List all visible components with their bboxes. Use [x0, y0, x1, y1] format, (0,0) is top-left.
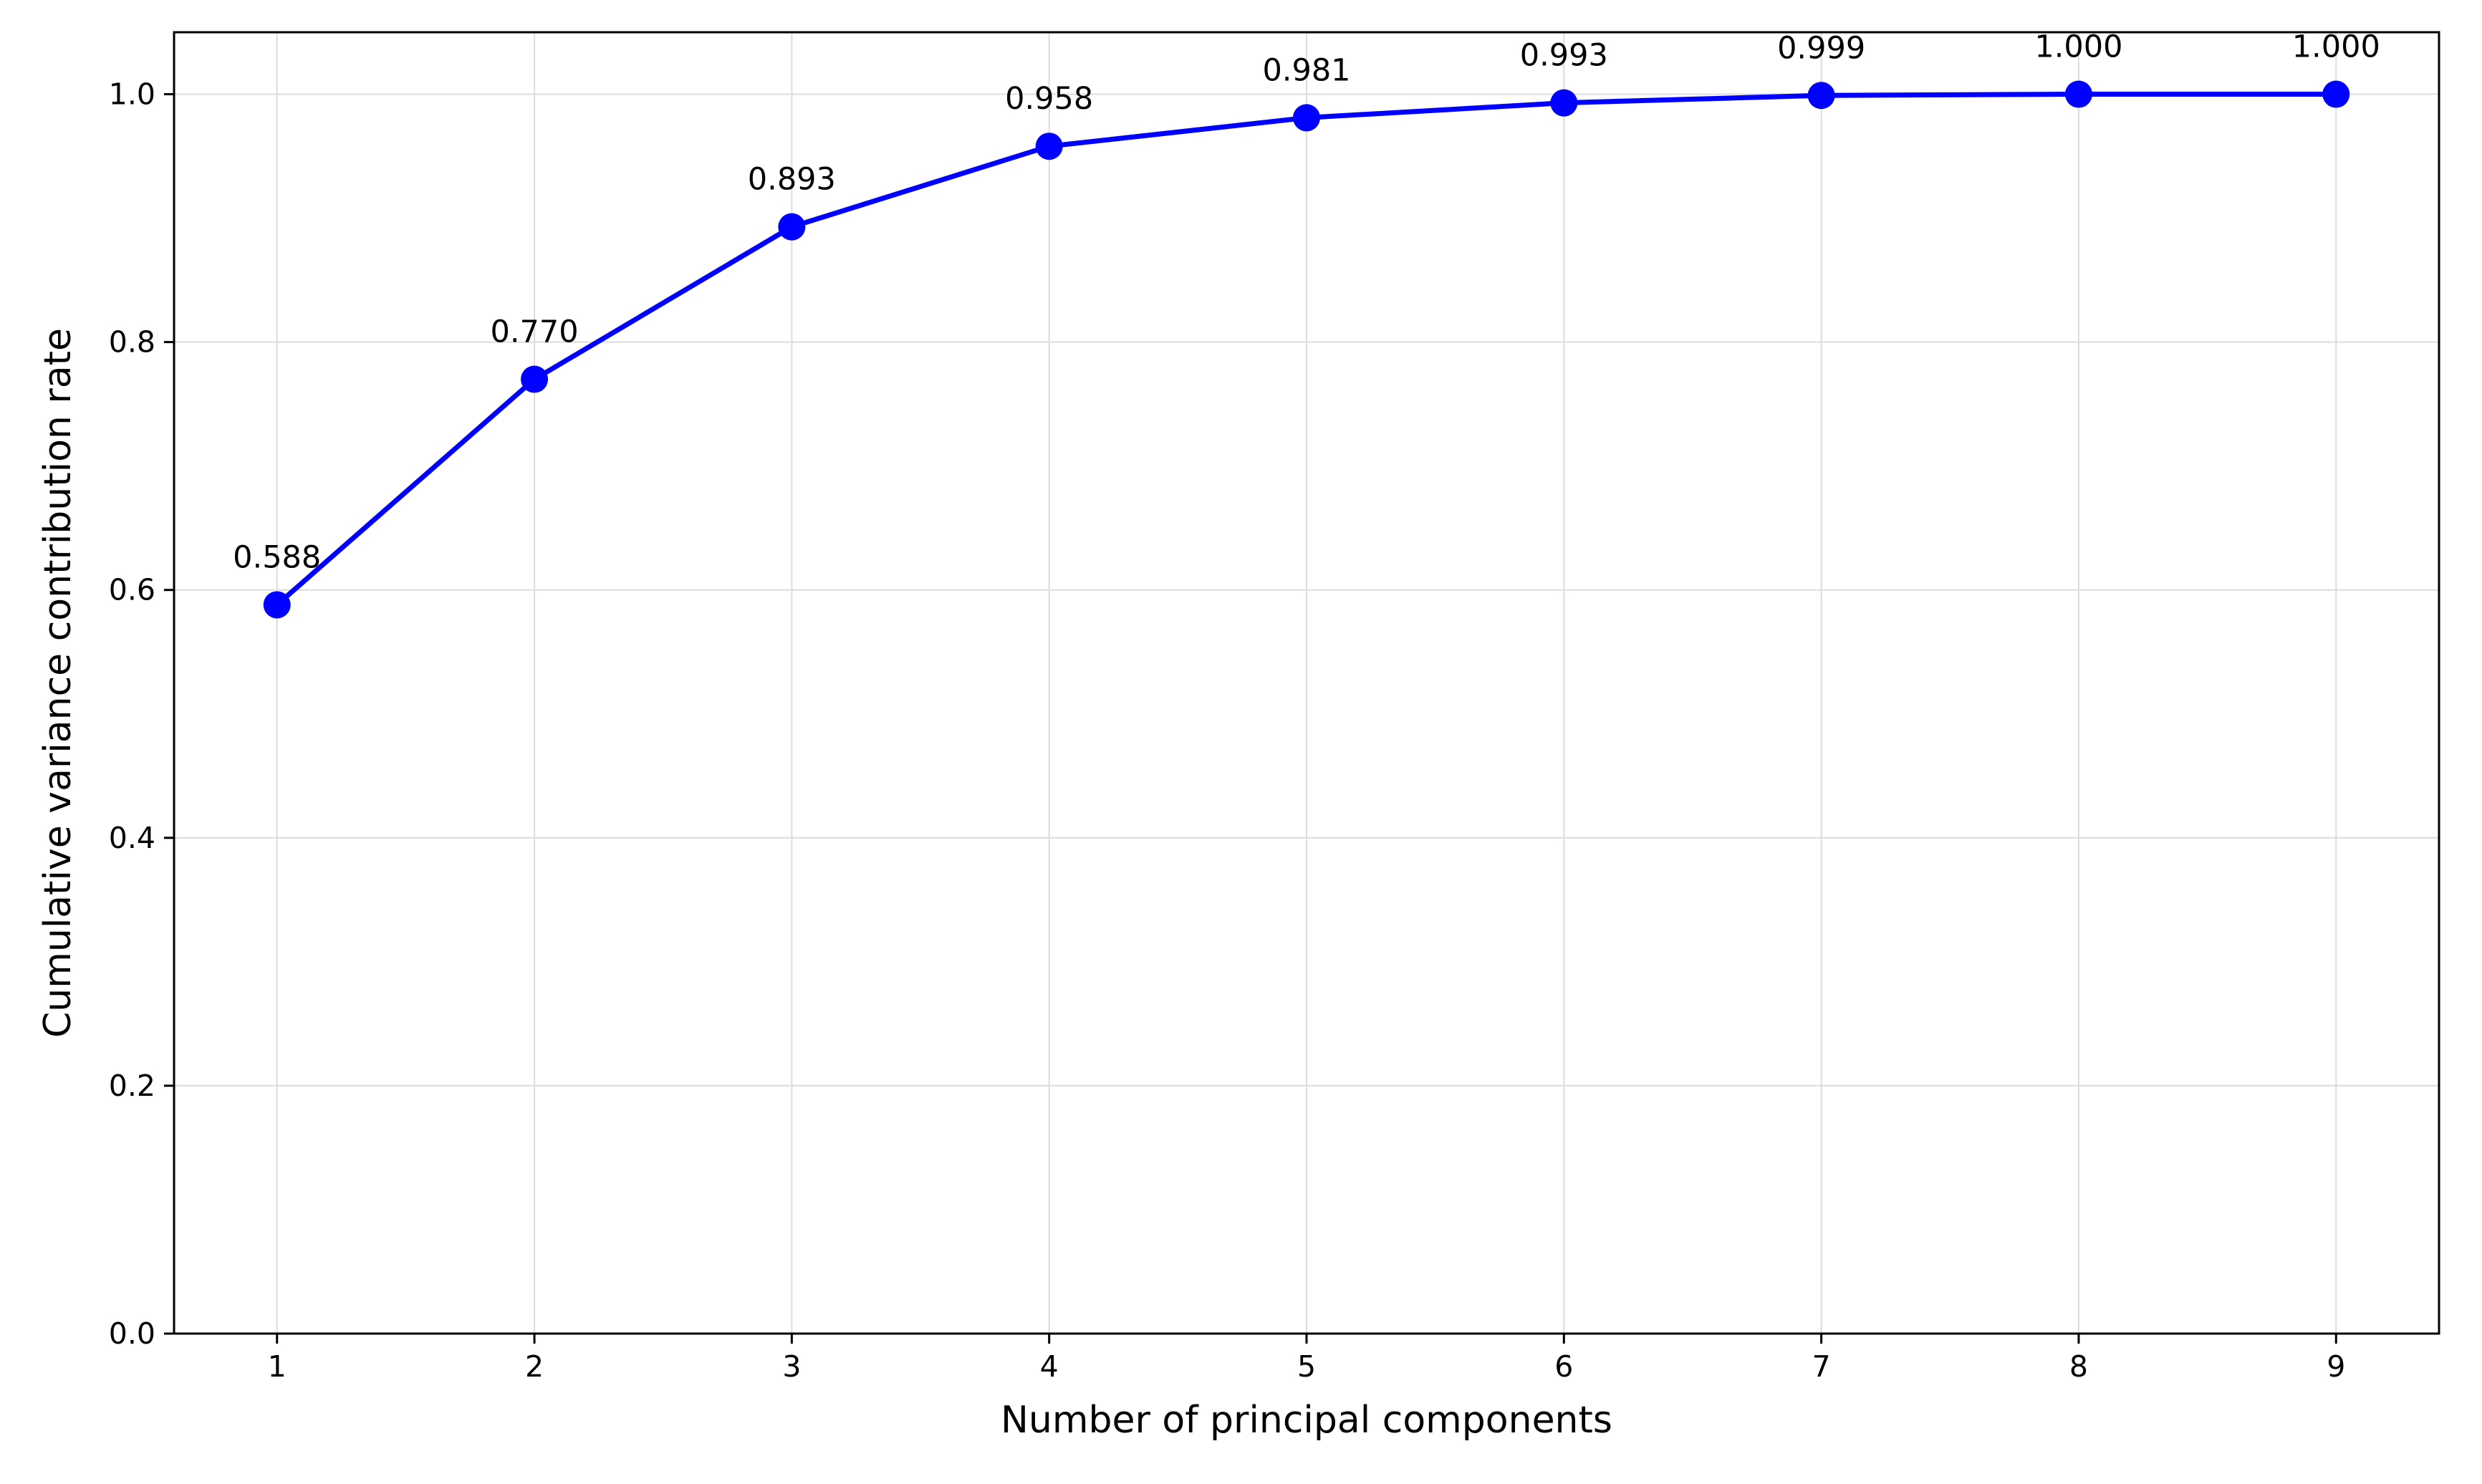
data-point: [263, 591, 291, 619]
x-tick-label: 3: [782, 1349, 801, 1384]
x-tick-label: 7: [1812, 1349, 1831, 1384]
y-tick-label: 0.6: [109, 573, 155, 607]
x-tick-label: 1: [268, 1349, 287, 1384]
data-point: [2064, 80, 2092, 108]
x-tick-label: 2: [525, 1349, 544, 1384]
data-label: 0.981: [1262, 52, 1350, 88]
y-tick-label: 0.0: [109, 1316, 155, 1351]
plot-area-frame: [173, 31, 2440, 1335]
data-label: 0.999: [1777, 30, 1865, 66]
y-tick-label: 1.0: [109, 77, 155, 112]
data-point: [521, 365, 549, 393]
data-point: [1293, 104, 1320, 132]
data-label: 0.993: [1520, 38, 1608, 74]
data-label: 0.588: [233, 539, 321, 575]
x-tick-label: 8: [2069, 1349, 2088, 1384]
y-tick-label: 0.8: [109, 325, 155, 360]
data-point: [778, 213, 806, 241]
x-tick-label: 9: [2327, 1349, 2345, 1384]
data-label: 0.958: [1005, 81, 1093, 117]
data-point: [1035, 132, 1063, 160]
x-tick-label: 5: [1297, 1349, 1316, 1384]
x-axis-title: Number of principal components: [1001, 1399, 1612, 1442]
data-label: 0.893: [748, 162, 836, 198]
data-point: [1807, 82, 1835, 110]
y-axis-title: Cumulative variance contribution rate: [37, 328, 80, 1038]
x-tick-label: 4: [1040, 1349, 1059, 1384]
axis-ticks: 1 2 3 4 5 6 7 8 9 0.0 0.2 0.4 0.6 0.8 1.0: [109, 77, 2346, 1384]
y-tick-label: 0.2: [109, 1069, 155, 1103]
data-label: 1.000: [2292, 29, 2380, 65]
data-label: 0.770: [490, 314, 578, 350]
y-tick-label: 0.4: [109, 821, 155, 855]
data-point: [2322, 80, 2350, 108]
data-labels: 0.588 0.770 0.893 0.958 0.981 0.993 0.999 1.000…: [233, 29, 2380, 576]
data-point: [1550, 89, 1578, 117]
data-label: 1.000: [2034, 29, 2122, 65]
grid: [174, 32, 2439, 1334]
x-tick-label: 6: [1554, 1349, 1573, 1384]
series-layer: [263, 80, 2350, 619]
